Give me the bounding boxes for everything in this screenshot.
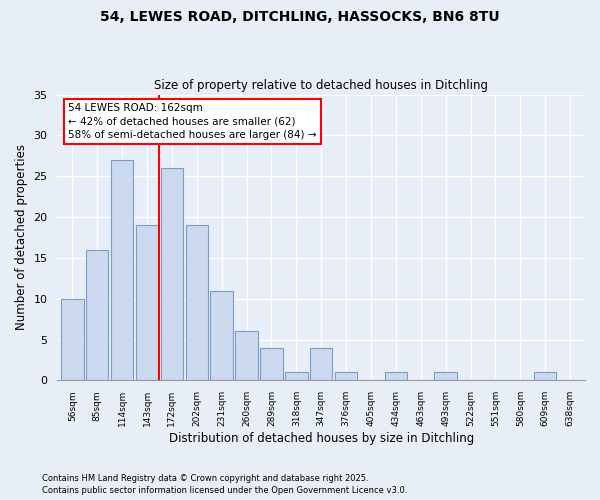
Bar <box>310 348 332 380</box>
X-axis label: Distribution of detached houses by size in Ditchling: Distribution of detached houses by size … <box>169 432 474 445</box>
Bar <box>434 372 457 380</box>
Bar <box>385 372 407 380</box>
Text: Contains HM Land Registry data © Crown copyright and database right 2025.
Contai: Contains HM Land Registry data © Crown c… <box>42 474 407 495</box>
Text: 54, LEWES ROAD, DITCHLING, HASSOCKS, BN6 8TU: 54, LEWES ROAD, DITCHLING, HASSOCKS, BN6… <box>100 10 500 24</box>
Bar <box>86 250 109 380</box>
Y-axis label: Number of detached properties: Number of detached properties <box>15 144 28 330</box>
Bar <box>260 348 283 380</box>
Title: Size of property relative to detached houses in Ditchling: Size of property relative to detached ho… <box>154 79 488 92</box>
Bar <box>534 372 556 380</box>
Bar <box>285 372 308 380</box>
Bar <box>136 225 158 380</box>
Bar <box>235 332 258 380</box>
Bar <box>185 225 208 380</box>
Bar <box>61 298 83 380</box>
Text: 54 LEWES ROAD: 162sqm
← 42% of detached houses are smaller (62)
58% of semi-deta: 54 LEWES ROAD: 162sqm ← 42% of detached … <box>68 103 316 140</box>
Bar <box>335 372 357 380</box>
Bar <box>111 160 133 380</box>
Bar <box>211 290 233 380</box>
Bar <box>161 168 183 380</box>
